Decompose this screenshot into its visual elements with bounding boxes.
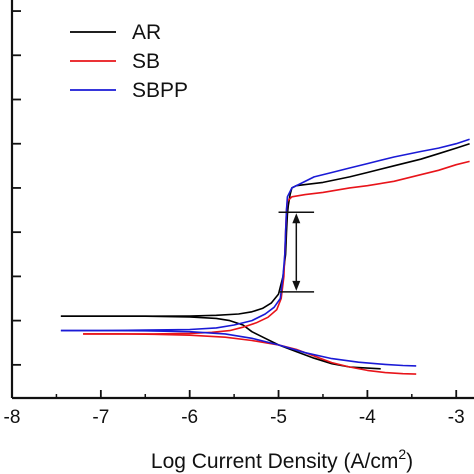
series-sbpp-cathodic-branch [60,329,417,367]
annotation-arrow-head-up [292,213,301,224]
annotation-arrow-head-down [292,280,301,291]
series-sbpp-anodic-branch [60,138,470,332]
series-ar-anodic-branch [60,142,470,317]
x-tick-label: -8 [4,407,21,428]
legend-label-ar: AR [132,21,161,44]
x-tick-label: -5 [270,407,287,428]
series-layer [60,138,470,375]
legend-label-sb: SB [132,50,160,73]
x-axis-label: Log Current Density (A/cm2) [151,446,413,473]
legend-label-sbpp: SBPP [132,79,188,102]
series-ar-cathodic-branch [60,315,381,370]
axes: -8 -7 -6 -5 -4 -3 [4,0,474,428]
legend: AR SB SBPP [70,21,188,102]
x-tick-label: -4 [359,407,376,428]
x-tick-label: -6 [181,407,198,428]
series-sb-anodic-branch [83,160,470,335]
x-tick-label: -7 [92,407,109,428]
x-tick-label: -3 [448,407,465,428]
annotation-layer [278,211,315,293]
